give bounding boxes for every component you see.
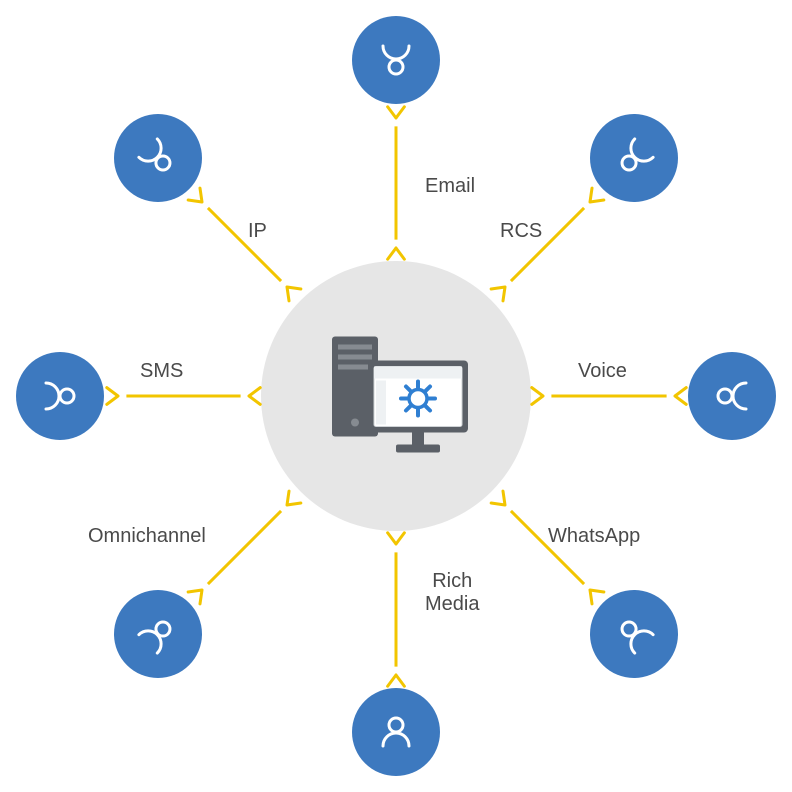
channel-node-whatsapp [590,590,678,678]
channel-label-sms: SMS [140,360,183,383]
channel-label-rich_media: Rich Media [425,570,479,616]
person-icon [134,610,182,658]
channel-node-ip [114,114,202,202]
channel-label-rcs: RCS [500,220,542,243]
channel-label-ip: IP [248,220,267,243]
channel-label-voice: Voice [578,360,627,383]
channel-label-omnichannel: Omnichannel [88,525,206,548]
arrows-layer [0,0,792,792]
channel-node-email [352,16,440,104]
channel-node-rcs [590,114,678,202]
channel-node-omnichannel [114,590,202,678]
person-icon [134,134,182,182]
person-icon [610,134,658,182]
channel-node-sms [16,352,104,440]
person-icon [708,372,756,420]
channel-node-rich_media [352,688,440,776]
diagram-stage: Email RCS Voice WhatsApp Rich Media Omnichann… [0,0,792,792]
channel-label-whatsapp: WhatsApp [548,525,640,548]
channel-label-email: Email [425,175,475,198]
person-icon [372,36,420,84]
person-icon [372,708,420,756]
channel-node-voice [688,352,776,440]
person-icon [36,372,84,420]
person-icon [610,610,658,658]
